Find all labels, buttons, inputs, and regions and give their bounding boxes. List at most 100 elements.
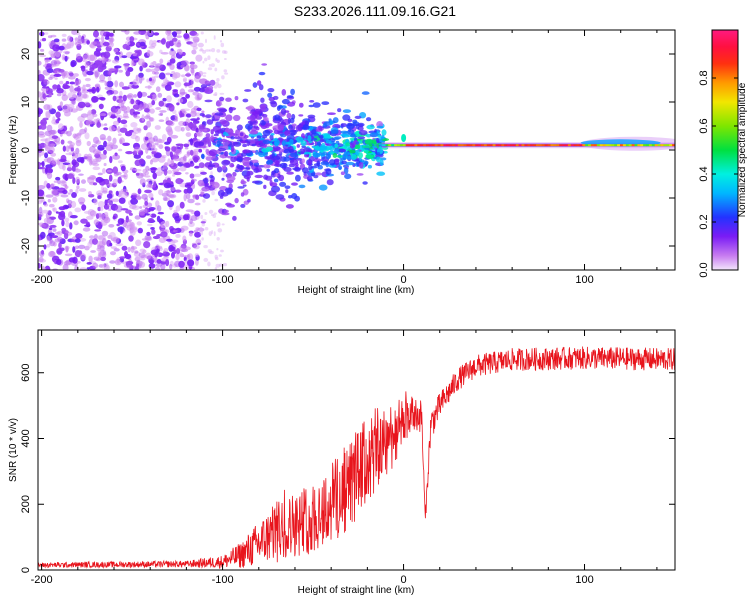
- noise-blob: [182, 255, 190, 258]
- transition-blob: [258, 84, 264, 91]
- noise-blob: [185, 193, 191, 200]
- noise-blob: [214, 92, 218, 96]
- noise-blob: [89, 235, 95, 239]
- noise-blob: [165, 41, 171, 49]
- noise-blob: [109, 156, 113, 164]
- noise-blob: [150, 213, 157, 218]
- noise-blob: [108, 69, 112, 75]
- transition-blob: [232, 171, 237, 177]
- noise-blob: [58, 123, 64, 131]
- transition-blob: [329, 120, 334, 125]
- noise-blob: [110, 251, 116, 256]
- noise-blob: [88, 109, 93, 114]
- noise-blob: [61, 94, 68, 101]
- noise-blob: [183, 82, 191, 87]
- noise-blob: [65, 221, 70, 228]
- noise-blob: [119, 137, 125, 145]
- transition-blob: [342, 109, 351, 113]
- noise-blob: [86, 113, 95, 121]
- transition-blob: [295, 136, 304, 143]
- transition-blob: [264, 155, 271, 160]
- noise-blob: [189, 138, 194, 146]
- transition-blob: [208, 164, 216, 168]
- noise-blob: [155, 171, 163, 177]
- signal-peak: [547, 144, 551, 147]
- colorbar-tick-label: 0.6: [698, 118, 710, 133]
- noise-blob: [132, 127, 140, 134]
- noise-blob: [197, 42, 204, 48]
- spectrogram-x-axis-label: Height of straight line (km): [298, 285, 415, 296]
- noise-blob: [97, 66, 104, 73]
- transition-blob: [288, 149, 295, 153]
- figure-title: S233.2026.111.09.16.G21: [294, 3, 456, 19]
- noise-blob: [80, 156, 85, 164]
- noise-blob: [46, 124, 53, 133]
- noise-blob: [65, 81, 70, 85]
- noise-blob: [194, 253, 199, 257]
- noise-blob: [151, 229, 156, 235]
- noise-blob: [50, 60, 58, 66]
- colorbar-frame: [711, 29, 739, 271]
- noise-blob: [190, 42, 198, 47]
- noise-blob: [61, 38, 67, 42]
- noise-blob: [175, 178, 183, 185]
- transition-blob: [254, 174, 264, 179]
- transition-blob: [225, 127, 229, 133]
- noise-blob: [112, 166, 119, 174]
- noise-blob: [44, 130, 52, 137]
- signal-peak: [489, 144, 493, 147]
- noise-blob: [118, 148, 123, 152]
- transition-blob: [304, 151, 310, 155]
- transition-blob: [249, 161, 254, 166]
- noise-blob: [162, 196, 168, 201]
- signal-peak: [481, 144, 485, 147]
- transition-blob: [366, 117, 372, 122]
- noise-blob: [148, 207, 156, 211]
- noise-blob: [75, 139, 82, 147]
- noise-blob: [111, 90, 119, 95]
- noise-blob: [185, 132, 192, 138]
- transition-blob: [361, 91, 370, 95]
- transition-blob: [205, 149, 210, 154]
- noise-blob: [81, 179, 86, 184]
- noise-blob: [195, 238, 202, 246]
- noise-blob: [92, 158, 100, 162]
- noise-blob: [90, 250, 96, 253]
- noise-blob: [119, 175, 127, 178]
- noise-blob: [106, 33, 110, 38]
- noise-blob: [137, 91, 143, 99]
- noise-blob: [190, 215, 198, 222]
- transition-blob: [219, 139, 228, 142]
- noise-blob: [166, 121, 175, 127]
- signal-peak: [559, 144, 563, 147]
- noise-blob: [200, 47, 203, 52]
- noise-blob: [46, 244, 51, 248]
- transition-blob: [243, 167, 250, 170]
- transition-blob: [340, 123, 348, 128]
- noise-blob: [70, 215, 78, 219]
- transition-blob: [229, 162, 235, 168]
- colorbar-label: Normalized spectral amplitude: [737, 82, 748, 217]
- noise-blob: [117, 176, 122, 184]
- signal-peak: [417, 144, 421, 147]
- noise-blob: [159, 110, 167, 113]
- noise-blob: [71, 159, 77, 166]
- transition-blob: [292, 167, 301, 171]
- noise-blob: [185, 113, 192, 118]
- noise-blob: [133, 154, 141, 159]
- transition-blob: [252, 82, 258, 88]
- noise-blob: [99, 74, 106, 82]
- noise-blob: [64, 205, 70, 209]
- transition-blob: [201, 154, 205, 160]
- noise-blob: [87, 177, 95, 184]
- x-tick-label: -200: [31, 274, 53, 286]
- noise-blob: [133, 146, 142, 154]
- transition-blob: [273, 129, 280, 135]
- transition-blob: [224, 151, 229, 157]
- noise-blob: [43, 104, 51, 111]
- transition-blob: [283, 167, 292, 172]
- noise-blob: [194, 75, 201, 83]
- y-tick-label: 0: [20, 567, 32, 573]
- noise-blob: [175, 248, 181, 255]
